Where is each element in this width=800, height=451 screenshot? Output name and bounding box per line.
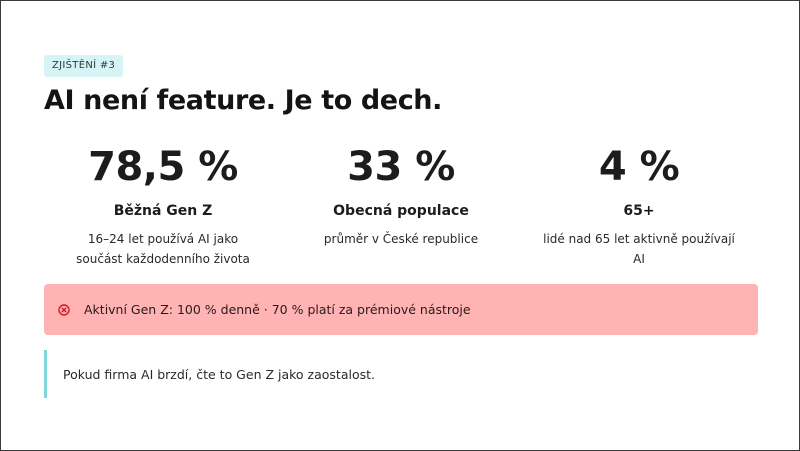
- stat-label: 65+: [623, 203, 655, 219]
- stat-description: 16–24 let používá AI jako součást každod…: [76, 232, 250, 266]
- finding-tag: ZJIŠTĚNÍ #3: [44, 55, 124, 77]
- alert-text: Aktivní Gen Z: 100 % denně · 70 % platí …: [84, 302, 471, 317]
- stats-row: 78,5 % Běžná Gen Z 16–24 let používá AI …: [44, 141, 758, 269]
- stat-value: 33 %: [347, 144, 455, 190]
- x-circle-icon: [58, 303, 70, 316]
- stat-label: Běžná Gen Z: [113, 203, 213, 219]
- stat-65-plus: 4 % 65+ lidé nad 65 let aktivně používaj…: [520, 141, 758, 269]
- stat-gen-z: 78,5 % Běžná Gen Z 16–24 let používá AI …: [44, 141, 282, 269]
- quote-text: Pokud firma AI brzdí, čte to Gen Z jako …: [63, 366, 375, 382]
- stat-description: lidé nad 65 let aktivně používají AI: [543, 232, 735, 266]
- stat-label: Obecná populace: [333, 203, 469, 219]
- stat-general-population: 33 % Obecná populace průměr v České repu…: [282, 141, 520, 269]
- alert-callout: Aktivní Gen Z: 100 % denně · 70 % platí …: [44, 284, 758, 335]
- quote-callout: Pokud firma AI brzdí, čte to Gen Z jako …: [44, 350, 758, 398]
- slide-title: AI není feature. Je to dech.: [44, 85, 442, 116]
- stat-value: 4 %: [598, 144, 680, 190]
- stat-description: průměr v České republice: [323, 232, 479, 246]
- stat-value: 78,5 %: [88, 144, 238, 190]
